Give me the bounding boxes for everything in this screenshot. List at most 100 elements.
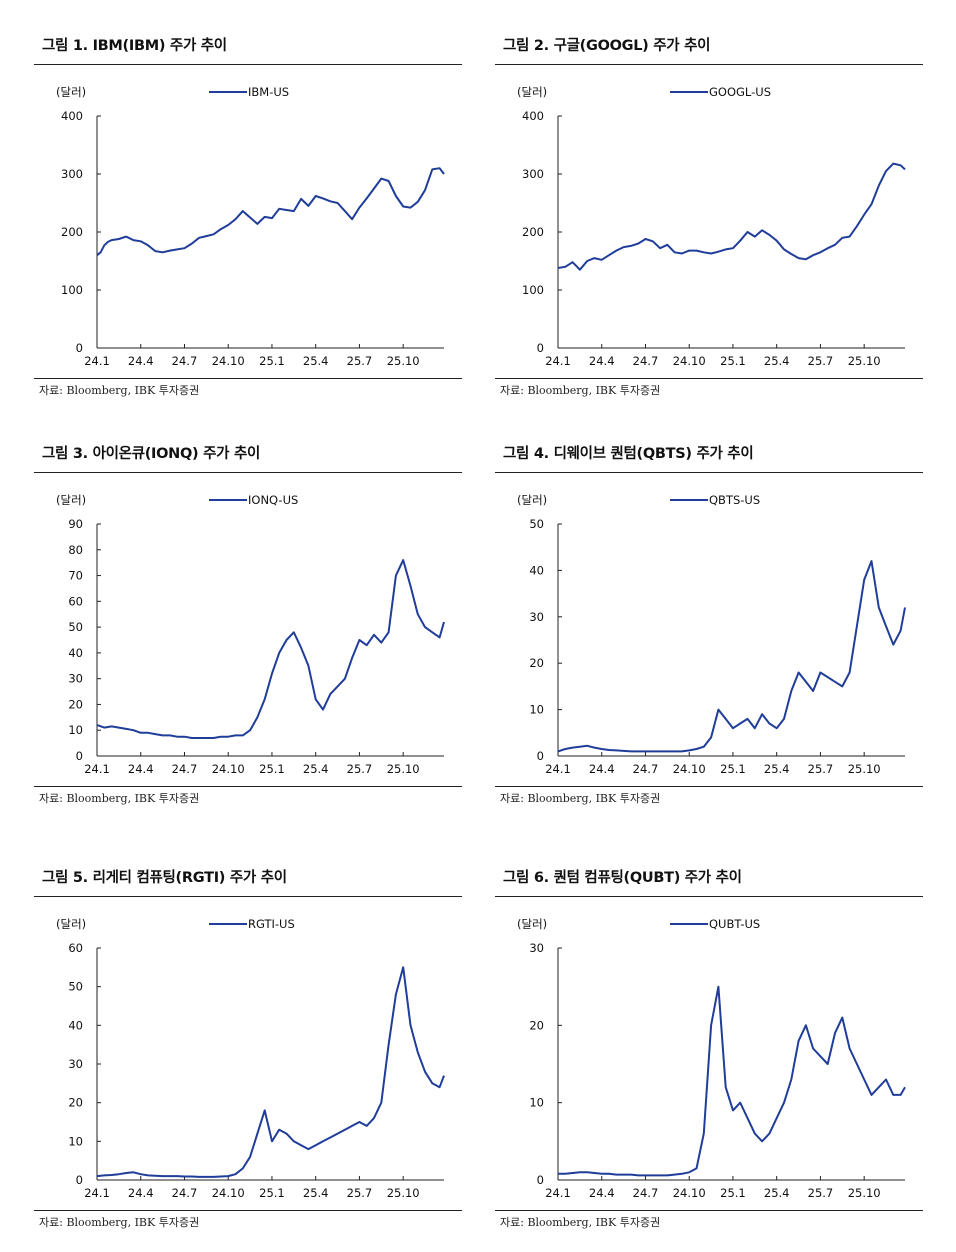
x-tick-label: 24.10 <box>212 354 245 368</box>
chart-title: 그림 4. 디웨이브 퀀텀(QBTS) 주가 추이 <box>503 446 754 462</box>
x-tick-label: 24.10 <box>673 1186 706 1200</box>
y-tick-label: 40 <box>68 646 83 660</box>
y-tick-label: 90 <box>68 517 83 531</box>
y-tick-label: 30 <box>529 610 544 624</box>
x-tick-label: 24.4 <box>128 354 154 368</box>
chart-title: 그림 5. 리게티 컴퓨팅(RGTI) 주가 추이 <box>42 870 287 886</box>
x-tick-label: 24.7 <box>633 1186 659 1200</box>
chart-panel-ionq: 그림 3. 아이온큐(IONQ) 주가 추이 (달러) 0 10 20 30 40 50 60… <box>34 442 462 822</box>
x-tick-label: 24.10 <box>673 354 706 368</box>
x-tick-label: 25.10 <box>848 762 881 776</box>
series-line <box>557 560 906 753</box>
y-tick-label: 10 <box>68 1134 83 1148</box>
source-note: 자료: Bloomberg, IBK 투자증권 <box>39 384 200 397</box>
y-tick-label: 20 <box>529 656 544 670</box>
legend-label: QBTS-US <box>709 493 760 507</box>
legend-label: RGTI-US <box>248 917 295 931</box>
chart-panel-ibm: 그림 1. IBM(IBM) 주가 추이 (달러) 0 100 200 300 400 24… <box>34 34 462 414</box>
y-tick-label: 30 <box>68 1057 83 1071</box>
footer-rule <box>34 378 462 379</box>
x-tick-label: 25.7 <box>347 762 373 776</box>
y-tick-label: 70 <box>68 569 83 583</box>
y-tick-label: 300 <box>522 167 544 181</box>
x-tick-label: 24.4 <box>589 762 615 776</box>
y-tick-label: 10 <box>529 1096 544 1110</box>
x-tick-label: 24.1 <box>545 354 571 368</box>
x-tick-label: 25.1 <box>259 354 285 368</box>
x-tick-label: 24.4 <box>128 1186 154 1200</box>
x-tick-label: 24.7 <box>172 762 198 776</box>
y-tick-label: 10 <box>68 723 83 737</box>
title-rule <box>495 472 923 473</box>
series-line <box>96 559 445 739</box>
x-tick-label: 25.1 <box>720 1186 746 1200</box>
x-tick-label: 24.1 <box>84 762 110 776</box>
source-note: 자료: Bloomberg, IBK 투자증권 <box>500 792 661 805</box>
y-tick-label: 0 <box>537 1173 544 1187</box>
line-chart: (달러) 0 10 20 30 40 50 60 24.1 24.4 24.7 24.10 25.1 25… <box>56 917 445 1200</box>
y-tick-label: 400 <box>522 109 544 123</box>
y-tick-label: 30 <box>68 672 83 686</box>
x-tick-label: 24.1 <box>545 762 571 776</box>
legend-label: QUBT-US <box>709 917 760 931</box>
y-tick-label: 400 <box>61 109 83 123</box>
line-chart: (달러) 0 100 200 300 400 24.1 24.4 24.7 24.10 25.1 25… <box>56 85 445 368</box>
y-tick-label: 100 <box>522 283 544 297</box>
footer-rule <box>495 378 923 379</box>
source-note: 자료: Bloomberg, IBK 투자증권 <box>500 384 661 397</box>
line-chart: (달러) 0 10 20 30 24.1 24.4 24.7 24.10 25.1 25.4 25.7… <box>517 917 906 1200</box>
x-tick-label: 25.7 <box>347 1186 373 1200</box>
y-tick-label: 20 <box>68 1096 83 1110</box>
y-tick-label: 20 <box>529 1018 544 1032</box>
source-note: 자료: Bloomberg, IBK 투자증권 <box>39 1216 200 1229</box>
line-chart: (달러) 0 10 20 30 40 50 24.1 24.4 24.7 24.10 25.1 25.4… <box>517 493 906 776</box>
y-unit-label: (달러) <box>56 85 86 99</box>
x-tick-label: 24.4 <box>128 762 154 776</box>
x-tick-label: 25.10 <box>848 354 881 368</box>
x-tick-label: 25.10 <box>848 1186 881 1200</box>
y-unit-label: (달러) <box>517 493 547 507</box>
title-rule <box>34 896 462 897</box>
y-tick-label: 200 <box>522 225 544 239</box>
y-tick-label: 0 <box>76 341 83 355</box>
x-tick-label: 24.10 <box>212 1186 245 1200</box>
x-tick-label: 25.1 <box>259 762 285 776</box>
x-tick-label: 25.4 <box>764 1186 790 1200</box>
footer-rule <box>34 786 462 787</box>
y-tick-label: 50 <box>68 620 83 634</box>
y-tick-label: 80 <box>68 543 83 557</box>
y-tick-label: 40 <box>529 563 544 577</box>
y-tick-label: 0 <box>76 1173 83 1187</box>
y-tick-label: 60 <box>68 941 83 955</box>
y-unit-label: (달러) <box>56 917 86 931</box>
y-tick-label: 60 <box>68 594 83 608</box>
x-tick-label: 25.1 <box>720 354 746 368</box>
x-tick-label: 25.7 <box>347 354 373 368</box>
chart-panel-qubt: 그림 6. 퀀텀 컴퓨팅(QUBT) 주가 추이 (달러) 0 10 20 30 24.1… <box>495 866 923 1246</box>
footer-rule <box>34 1210 462 1211</box>
x-tick-label: 24.1 <box>545 1186 571 1200</box>
line-chart: (달러) 0 100 200 300 400 24.1 24.4 24.7 24.10 25.1 25… <box>517 85 906 368</box>
x-tick-label: 25.4 <box>303 762 329 776</box>
x-tick-label: 24.4 <box>589 354 615 368</box>
y-tick-label: 0 <box>76 749 83 763</box>
x-tick-label: 25.10 <box>387 762 420 776</box>
legend-label: GOOGL-US <box>709 85 771 99</box>
legend-label: IONQ-US <box>248 493 298 507</box>
y-tick-label: 0 <box>537 341 544 355</box>
title-rule <box>34 64 462 65</box>
title-rule <box>495 896 923 897</box>
series-line <box>96 167 445 256</box>
y-unit-label: (달러) <box>517 917 547 931</box>
chart-panel-qbts: 그림 4. 디웨이브 퀀텀(QBTS) 주가 추이 (달러) 0 10 20 30 40 5… <box>495 442 923 822</box>
x-tick-label: 24.7 <box>633 354 659 368</box>
x-tick-label: 24.7 <box>172 1186 198 1200</box>
chart-title: 그림 1. IBM(IBM) 주가 추이 <box>42 38 227 54</box>
x-tick-label: 24.7 <box>633 762 659 776</box>
y-tick-label: 300 <box>61 167 83 181</box>
x-tick-label: 25.4 <box>303 354 329 368</box>
footer-rule <box>495 786 923 787</box>
x-tick-label: 25.4 <box>764 354 790 368</box>
y-tick-label: 30 <box>529 941 544 955</box>
x-tick-label: 24.7 <box>172 354 198 368</box>
